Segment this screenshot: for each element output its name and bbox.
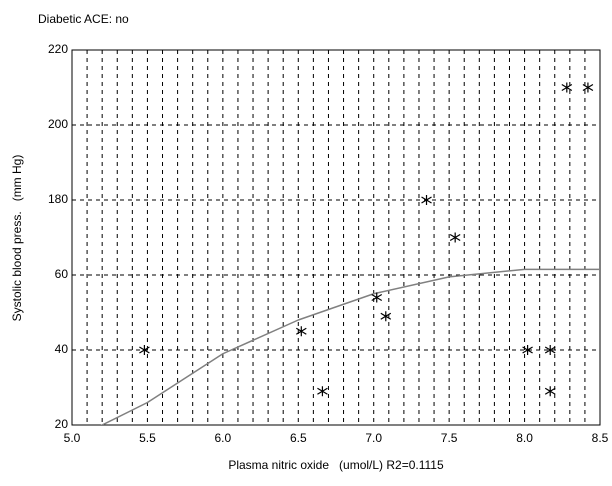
point bbox=[544, 386, 556, 397]
x-axis-label: Plasma nitric oxide (umol/L) R2=0.1115 bbox=[228, 458, 444, 472]
y-tick-label: 180 bbox=[48, 192, 68, 206]
y-tick-label: 220 bbox=[48, 42, 68, 56]
x-tick-label: 6.0 bbox=[215, 431, 232, 445]
x-tick-label: 8.5 bbox=[592, 431, 609, 445]
y-tick-label: 20 bbox=[55, 417, 69, 431]
point bbox=[544, 345, 556, 355]
y-tick-label: 40 bbox=[55, 342, 69, 356]
x-tick-label: 5.5 bbox=[139, 431, 156, 445]
y-tick-label: 200 bbox=[48, 117, 68, 131]
x-tick-label: 7.0 bbox=[365, 431, 382, 445]
x-tick-label: 6.5 bbox=[290, 431, 307, 445]
point bbox=[295, 326, 307, 337]
point bbox=[561, 82, 573, 93]
x-tick-label: 8.0 bbox=[516, 431, 533, 445]
plot-frame bbox=[71, 49, 601, 426]
x-tick-label: 5.0 bbox=[64, 431, 81, 445]
point bbox=[421, 195, 432, 205]
point bbox=[449, 232, 461, 243]
fit-curve bbox=[100, 268, 600, 425]
point bbox=[371, 292, 383, 303]
point bbox=[582, 82, 594, 93]
y-axis-label: Systolic blood press. (mm Hg) bbox=[10, 155, 24, 322]
point bbox=[380, 311, 392, 322]
point bbox=[522, 345, 533, 355]
x-tick-label: 7.5 bbox=[441, 431, 458, 445]
y-tick-label: 60 bbox=[55, 267, 69, 281]
chart-title: Diabetic ACE: no bbox=[38, 12, 129, 26]
plot-area bbox=[100, 268, 600, 425]
point bbox=[317, 386, 328, 397]
point bbox=[139, 345, 150, 355]
